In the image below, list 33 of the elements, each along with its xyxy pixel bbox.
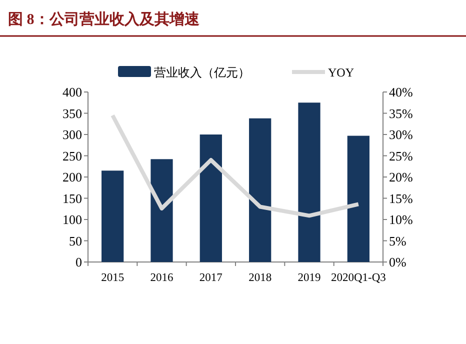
bar [200,134,222,262]
y2-tick-label: 5% [389,233,406,248]
y2-tick-label: 30% [389,127,413,142]
y2-tick-label: 25% [389,148,413,164]
y-tick-label: 150 [62,190,82,206]
y-tick-label: 400 [62,84,82,100]
x-tick-label: 2020Q1-Q3 [330,272,386,284]
y2-tick-label: 0% [389,254,406,270]
y2-tick-label: 20% [389,170,413,184]
y-tick-label: 200 [62,170,82,184]
y2-tick-label: 35% [389,106,413,121]
x-tick-label: 2016 [150,272,174,284]
x-tick-label: 2015 [101,272,124,284]
y2-tick-label: 40% [389,84,413,100]
bar [102,170,124,262]
bar [347,136,370,262]
x-tick-label: 2018 [248,272,272,284]
y-tick-label: 250 [62,148,82,164]
y2-tick-label: 10% [389,212,413,227]
bar [150,159,173,262]
y-tick-label: 350 [62,106,82,121]
legend-label: YOY [328,66,354,80]
y-tick-label: 0 [76,254,82,270]
x-tick-label: 2017 [199,272,223,284]
x-tick-label: 2019 [298,272,321,284]
y-tick-label: 50 [69,233,82,248]
bar [249,118,272,262]
y-tick-label: 300 [62,127,82,142]
legend-label: 营业收入（亿元） [154,66,250,80]
y2-tick-label: 15% [389,190,413,206]
y-tick-label: 100 [62,212,82,227]
bar [298,102,320,262]
title: 图 8：公司营业收入及其增速 [8,12,200,28]
